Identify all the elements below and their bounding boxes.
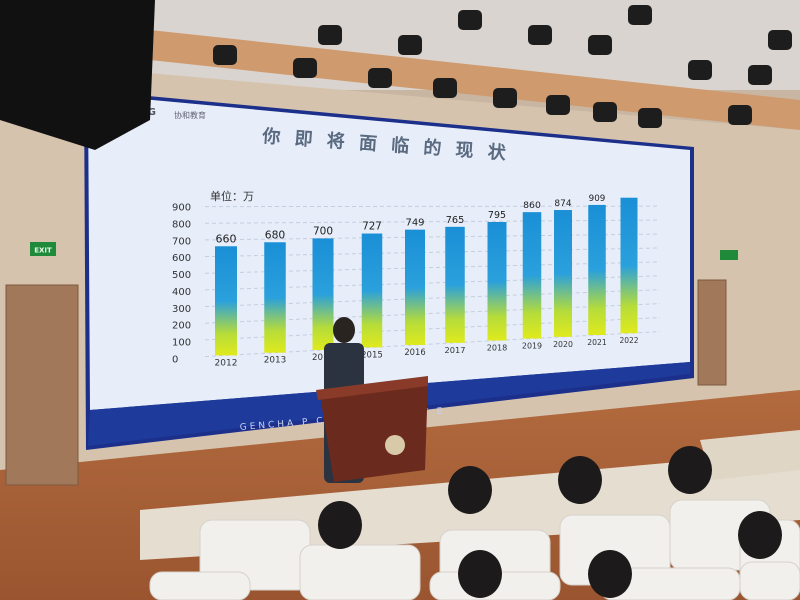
stage-light <box>628 5 652 25</box>
left-door <box>5 284 79 486</box>
chair <box>739 561 800 600</box>
stage-light <box>458 10 482 30</box>
y-tick-label: 500 <box>172 270 191 281</box>
x-tick-label: 2016 <box>404 347 425 357</box>
stage-light <box>433 78 457 98</box>
chair <box>299 544 421 600</box>
gridline <box>204 219 661 224</box>
gridline <box>204 289 661 308</box>
slide-logo-cn: 协和教育 <box>174 110 206 120</box>
podium-top <box>316 376 428 400</box>
stage-light <box>638 108 662 128</box>
data-label: 749 <box>405 218 424 229</box>
audience-head <box>558 456 602 504</box>
gridline <box>204 247 661 258</box>
bar-2015 <box>361 233 383 348</box>
bar-2017 <box>445 226 465 343</box>
stage-lights <box>213 5 792 128</box>
stage-light <box>398 35 422 55</box>
bar-2014 <box>312 238 334 351</box>
y-tick-label: 700 <box>172 236 191 247</box>
chair <box>149 571 251 600</box>
x-tick-label: 2019 <box>522 342 542 351</box>
data-label: 909 <box>589 194 606 204</box>
y-tick-label: 0 <box>172 354 178 365</box>
y-tick-label: 300 <box>172 304 191 315</box>
ceiling-beam <box>150 30 800 130</box>
data-label: 874 <box>554 199 571 209</box>
x-tick-label: 2017 <box>445 345 466 355</box>
stage-light <box>318 25 342 45</box>
audience-head <box>738 511 782 559</box>
data-label: 680 <box>265 228 286 241</box>
data-label: 860 <box>523 200 541 211</box>
bar-2022 <box>620 197 638 334</box>
x-tick-label: 2015 <box>361 350 383 360</box>
x-tick-label: 2021 <box>587 338 607 347</box>
bar-2012 <box>215 246 237 356</box>
bar-2018 <box>487 221 507 341</box>
data-label: 660 <box>216 232 237 245</box>
audience-head <box>458 550 502 598</box>
bar-2019 <box>522 212 542 339</box>
exit-sign-right <box>720 250 738 260</box>
audience-chairs <box>149 446 800 600</box>
x-tick-label: 2014 <box>312 353 335 363</box>
data-label: 727 <box>362 221 382 233</box>
gridline <box>204 233 661 241</box>
bar-2013 <box>264 242 286 353</box>
side-desk <box>700 430 800 480</box>
data-label: 795 <box>488 210 506 221</box>
podium-emblem <box>385 435 405 455</box>
audience-head <box>668 446 712 494</box>
y-tick-label: 900 <box>172 203 191 214</box>
gridline <box>204 331 661 358</box>
stage-light <box>546 95 570 115</box>
x-tick-label: 2022 <box>619 336 638 345</box>
gridline <box>204 303 661 324</box>
audience-head <box>588 550 632 598</box>
stage-light <box>728 105 752 125</box>
exit-sign-text: EXIT <box>34 247 52 255</box>
y-tick-label: 200 <box>172 321 191 332</box>
exit-sign <box>30 242 56 256</box>
bar-chart: 0 100 200 300 400 500 600 700 800 900 660 2012 680 20… <box>172 194 661 368</box>
y-tick-label: 400 <box>172 287 191 298</box>
x-tick-label: 2012 <box>215 358 238 368</box>
audience-head <box>448 466 492 514</box>
speaker-array <box>0 0 155 150</box>
data-label: 700 <box>313 225 333 237</box>
x-tick-label: 2018 <box>487 342 508 352</box>
podium <box>320 380 428 482</box>
x-tick-label: 2013 <box>264 356 287 366</box>
bar-2021 <box>588 204 606 335</box>
right-door <box>697 279 727 386</box>
stage-light <box>593 102 617 122</box>
gridline <box>204 317 661 341</box>
stage-light <box>768 30 792 50</box>
stage-light <box>493 88 517 108</box>
bar-2020 <box>554 210 572 337</box>
stage-light <box>748 65 772 85</box>
data-label: 765 <box>446 215 465 226</box>
y-tick-label: 800 <box>172 220 191 231</box>
stage-light <box>213 45 237 65</box>
stage-light <box>528 25 552 45</box>
gridline <box>204 261 661 274</box>
stage-light <box>368 68 392 88</box>
presenter-head <box>333 317 355 343</box>
stage-light <box>293 58 317 78</box>
gridline <box>204 275 661 291</box>
y-tick-label: 600 <box>172 253 191 264</box>
chart-unit-label: 单位：万 <box>210 189 254 203</box>
audience-head <box>318 501 362 549</box>
bar-2016 <box>405 229 425 345</box>
x-tick-label: 2020 <box>553 340 573 349</box>
y-tick-label: 100 <box>172 338 191 349</box>
stage-light <box>588 35 612 55</box>
stage-light <box>688 60 712 80</box>
